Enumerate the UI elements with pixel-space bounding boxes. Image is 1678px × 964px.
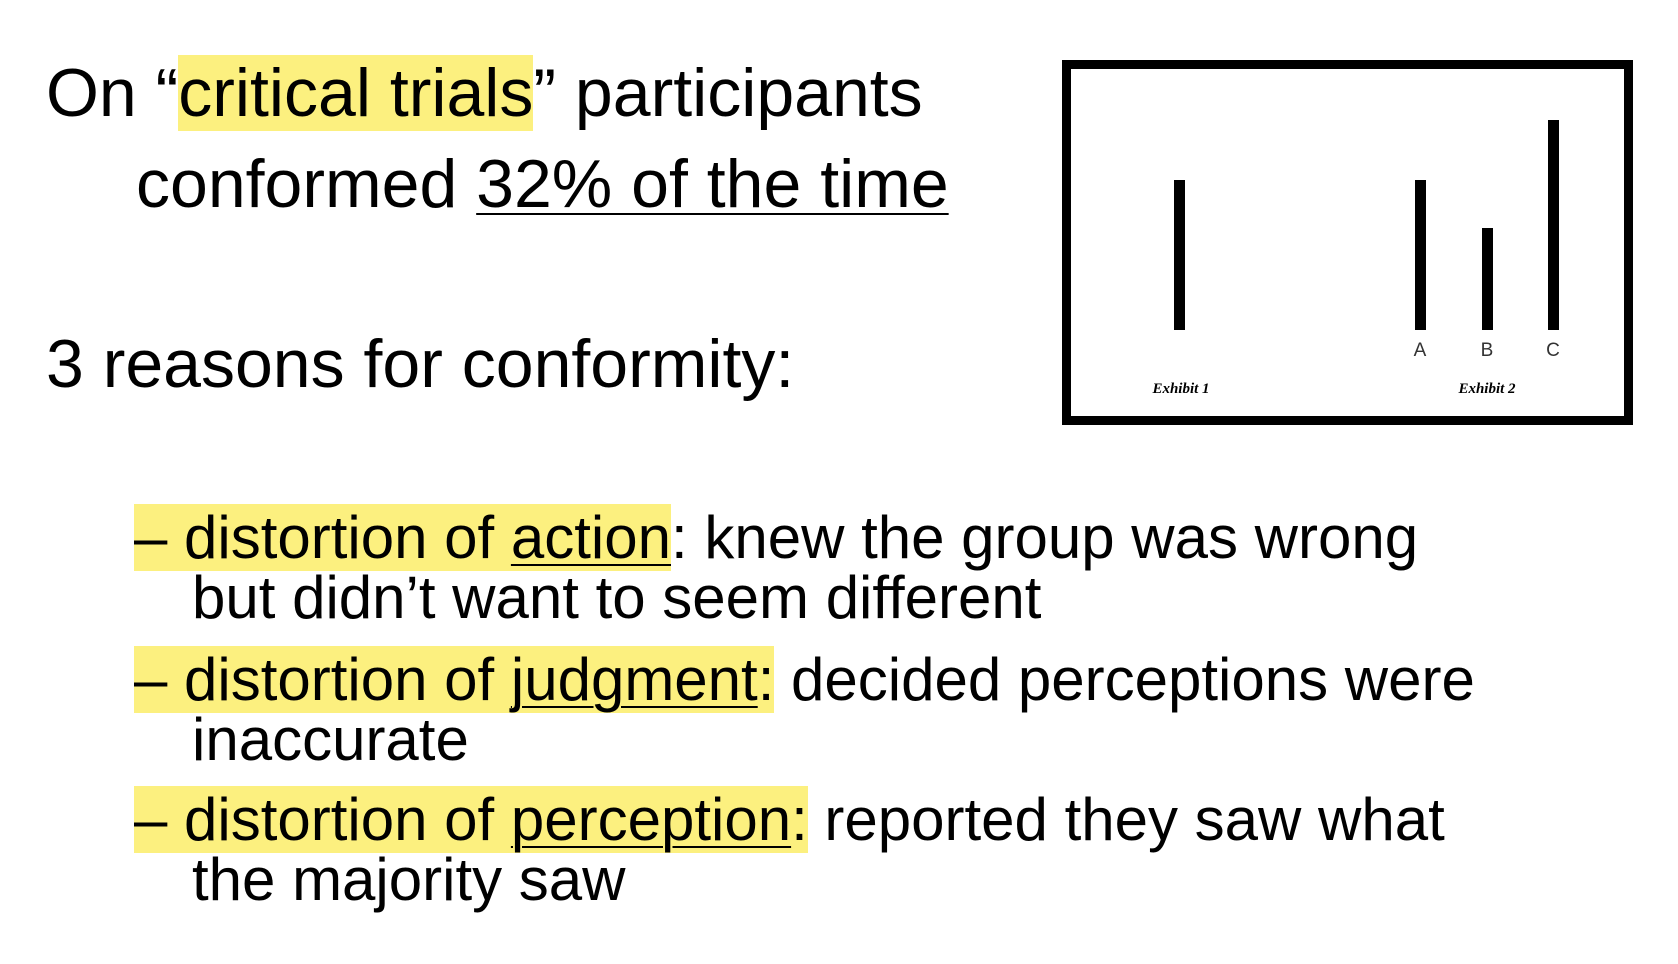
critical-trials-highlight: critical trials bbox=[178, 55, 534, 131]
line-label-b: B bbox=[1481, 340, 1494, 361]
asch-line-figure: A B C Exhibit 1 Exhibit 2 bbox=[1062, 60, 1633, 425]
comparison-line-b bbox=[1482, 228, 1493, 330]
reason-term: judgment bbox=[510, 646, 758, 713]
reason-first-line: – distortion of perception: reported the… bbox=[134, 786, 1634, 853]
reason-description: reported they saw what bbox=[807, 786, 1445, 853]
reason-prefix: distortion of bbox=[184, 646, 511, 713]
exhibit-2-label: Exhibit 2 bbox=[1457, 381, 1516, 397]
reason-prefix: distortion of bbox=[184, 786, 511, 853]
exhibit-1-label: Exhibit 1 bbox=[1151, 381, 1209, 397]
reason-dash: – bbox=[134, 504, 185, 571]
comparison-line-a bbox=[1415, 180, 1426, 330]
reason-highlight: – distortion of action bbox=[134, 504, 671, 571]
line-label-c: C bbox=[1546, 340, 1560, 361]
reason-term: action bbox=[510, 504, 671, 571]
reasons-heading: 3 reasons for conformity: bbox=[46, 326, 795, 402]
title-line-2: conformed 32% of the time bbox=[136, 150, 949, 218]
reason-dash: – bbox=[134, 786, 185, 853]
reason-colon: : bbox=[791, 786, 808, 853]
comparison-line-c bbox=[1548, 120, 1559, 330]
reason-highlight: – distortion of perception: bbox=[134, 786, 808, 853]
line-comparison-diagram: A B C Exhibit 1 Exhibit 2 bbox=[1151, 120, 1560, 397]
reason-first-line: – distortion of judgment: decided percep… bbox=[134, 646, 1634, 713]
title-prefix: On “ bbox=[46, 55, 179, 131]
reason-item-action: – distortion of action: knew the group w… bbox=[134, 504, 1634, 631]
reason-term: perception bbox=[510, 786, 792, 853]
reason-description-continued: inaccurate bbox=[192, 706, 469, 773]
reason-colon: : bbox=[671, 504, 688, 571]
reason-description: decided perceptions were bbox=[774, 646, 1475, 713]
reason-prefix: distortion of bbox=[184, 504, 511, 571]
reason-item-perception: – distortion of perception: reported the… bbox=[134, 786, 1634, 913]
reason-first-line: – distortion of action: knew the group w… bbox=[134, 504, 1634, 571]
reason-item-judgment: – distortion of judgment: decided percep… bbox=[134, 646, 1634, 773]
reason-description-continued: the majority saw bbox=[192, 846, 626, 913]
conformed-text: conformed bbox=[136, 146, 477, 222]
reason-colon: : bbox=[757, 646, 775, 713]
line-label-a: A bbox=[1414, 340, 1427, 361]
reason-highlight: – distortion of judgment: bbox=[134, 646, 775, 713]
reason-description: knew the group was wrong bbox=[687, 504, 1419, 571]
title-line-1: On “critical trials” participants bbox=[46, 55, 923, 131]
standard-line bbox=[1174, 180, 1185, 330]
percentage-underlined: 32% of the time bbox=[476, 146, 949, 222]
reason-dash: – bbox=[134, 646, 185, 713]
reason-description-continued: but didn’t want to seem different bbox=[192, 564, 1042, 631]
title-suffix: ” participants bbox=[533, 55, 923, 131]
